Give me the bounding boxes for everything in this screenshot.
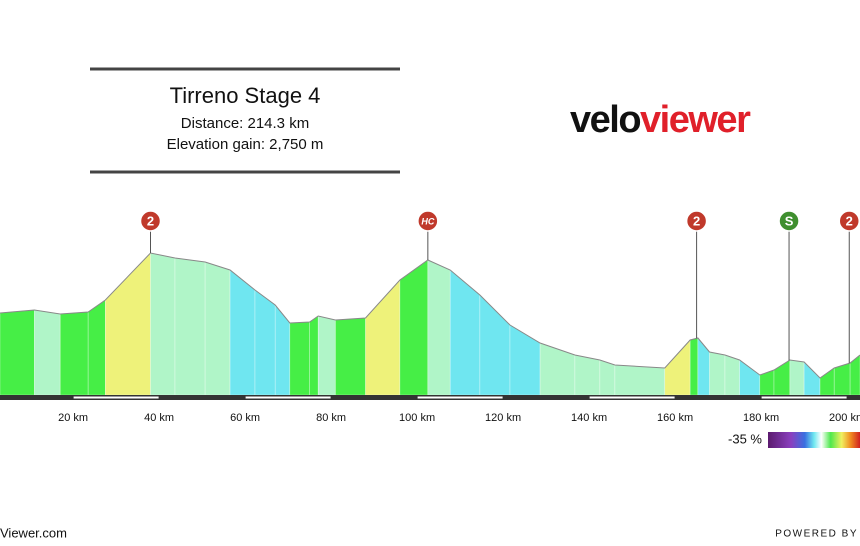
marker-label: 2: [693, 213, 700, 228]
marker-label: 2: [846, 213, 853, 228]
profile-segment: [0, 309, 35, 396]
profile-segment: [289, 321, 310, 396]
profile-segment: [449, 269, 481, 396]
x-axis-dash: [761, 396, 848, 399]
logo-part: viewer: [640, 99, 751, 141]
marker: [417, 210, 439, 232]
profile-segment: [689, 337, 699, 396]
marker-label: HC: [421, 216, 434, 226]
x-tick-label: 40 km: [144, 412, 174, 424]
x-tick-label: 180 km: [743, 412, 779, 424]
legend-label: -35 %: [728, 431, 762, 446]
profile-segment: [539, 342, 576, 396]
profile-segment: [317, 315, 336, 396]
profile-segment: [427, 259, 451, 396]
x-axis-dash: [589, 396, 676, 399]
profile-segment: [789, 359, 805, 396]
profile-segment: [274, 304, 291, 396]
profile-segment: [664, 339, 691, 396]
profile-segment: [599, 359, 616, 396]
profile-segment: [399, 259, 429, 396]
profile-segment: [150, 252, 176, 396]
x-tick-label: 100 km: [399, 412, 435, 424]
x-axis-dash: [245, 396, 332, 399]
marker: [139, 210, 162, 232]
x-tick-label: 120 km: [485, 412, 521, 424]
subtitle: Elevation gain: 2,750 m: [167, 136, 324, 153]
footer: Viewer.com: [0, 525, 67, 540]
profile-segment: [697, 337, 710, 396]
profile-segment: [819, 367, 835, 396]
profile-segment: [105, 252, 151, 396]
profile-segment: [509, 324, 541, 396]
x-tick-label: 200 km: [829, 412, 860, 424]
x-tick-label: 140 km: [571, 412, 607, 424]
profile-segment: [574, 354, 601, 396]
logo-part: velo: [570, 99, 640, 141]
marker: [778, 210, 800, 232]
x-axis-dash: [417, 396, 504, 399]
marker-label: S: [785, 213, 794, 228]
profile-segment: [229, 269, 256, 396]
profile-segment: [709, 351, 726, 396]
x-tick-label: 160 km: [657, 412, 693, 424]
profile-segment: [803, 361, 821, 396]
profile-segment: [833, 362, 851, 396]
marker: [838, 210, 860, 232]
profile-segment: [254, 289, 276, 396]
profile-segment: [204, 261, 231, 396]
marker-label: 2: [147, 213, 154, 228]
x-axis-dash: [73, 396, 160, 399]
profile-segment: [309, 315, 319, 396]
profile-segment: [174, 257, 206, 396]
profile-line: [0, 252, 860, 379]
profile-segment: [724, 354, 740, 396]
x-tick-label: 60 km: [230, 412, 260, 424]
profile-segment: [849, 354, 860, 396]
profile-segment: [614, 364, 666, 396]
profile-segment: [365, 279, 401, 396]
profile-segment: [739, 359, 761, 396]
marker: [685, 210, 708, 232]
profile-segment: [34, 309, 61, 396]
profile-segment: [59, 311, 89, 396]
profile-segment: [87, 299, 106, 396]
subtitle: Distance: 214.3 km: [181, 115, 309, 132]
legend-gradient: [768, 432, 860, 448]
chart-title: Tirreno Stage 4: [170, 83, 321, 108]
profile-segment: [335, 317, 366, 396]
footer: POWERED BY: [775, 529, 858, 540]
x-tick-label: 80 km: [316, 412, 346, 424]
logo: veloviewer: [570, 99, 751, 141]
x-tick-label: 20 km: [58, 412, 88, 424]
